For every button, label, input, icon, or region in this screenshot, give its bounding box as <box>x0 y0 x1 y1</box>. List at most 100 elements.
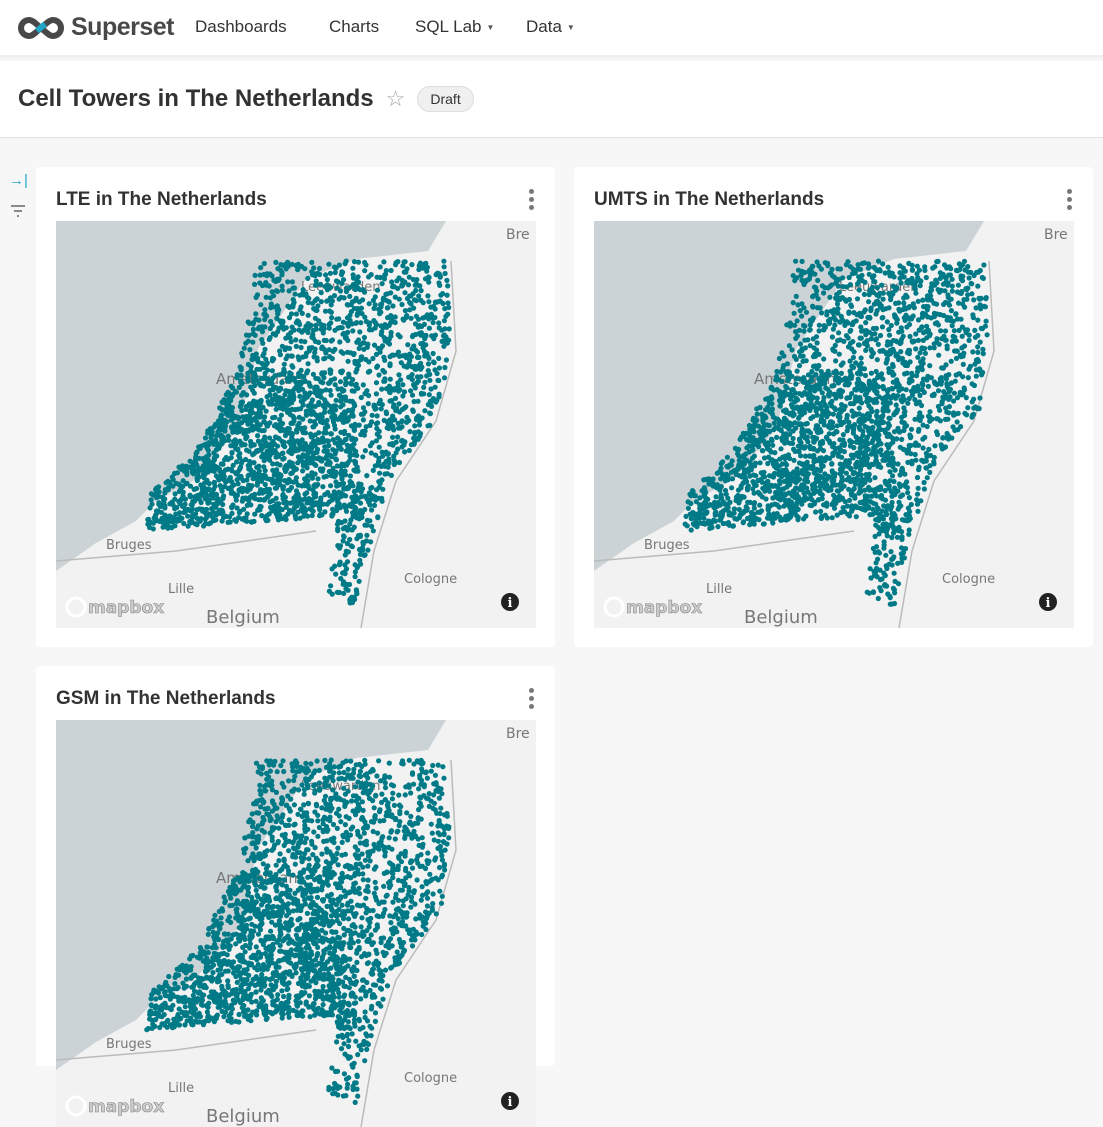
tower-point <box>192 497 198 503</box>
tower-point <box>305 444 311 450</box>
tower-point <box>338 386 344 392</box>
more-options-icon[interactable] <box>527 189 535 210</box>
tower-point <box>416 330 422 336</box>
tower-point <box>251 390 257 396</box>
tower-point <box>773 416 779 422</box>
tower-point <box>899 414 905 420</box>
tower-point <box>314 355 320 361</box>
info-icon[interactable]: i <box>501 593 519 611</box>
tower-point <box>896 429 902 435</box>
tower-point <box>841 449 847 455</box>
tower-point <box>198 443 204 449</box>
tower-point <box>409 262 415 268</box>
tower-point <box>305 299 311 306</box>
tower-point <box>338 370 345 376</box>
tower-point <box>412 429 418 436</box>
tower-point <box>847 394 853 401</box>
tower-point <box>418 374 424 380</box>
tower-point <box>328 431 334 437</box>
tower-point <box>204 445 210 451</box>
tower-point <box>751 521 757 527</box>
tower-point <box>839 454 845 460</box>
tower-point <box>441 264 447 270</box>
tower-point <box>935 388 942 394</box>
tower-point <box>359 514 365 520</box>
tower-point <box>172 491 178 497</box>
tower-point <box>333 457 339 463</box>
map-canvas[interactable]: BreLeeuwardenAmsterdamBrugesCologneBelgi… <box>56 221 536 628</box>
tower-point <box>921 479 927 486</box>
tower-point <box>270 415 276 421</box>
tower-point <box>946 410 952 416</box>
tower-point <box>411 305 417 311</box>
tower-point <box>340 538 346 544</box>
tower-point <box>741 454 747 460</box>
tower-point <box>794 466 800 472</box>
tower-point <box>221 419 227 425</box>
tower-point <box>401 389 408 395</box>
tower-point <box>901 300 907 306</box>
tower-point <box>432 314 438 321</box>
tower-point <box>178 466 184 472</box>
tower-point <box>786 426 792 432</box>
tower-point <box>697 505 703 511</box>
tower-point <box>370 355 376 362</box>
tower-point <box>818 459 824 465</box>
tower-point <box>845 424 851 430</box>
tower-point <box>880 413 886 419</box>
tower-point <box>283 345 290 351</box>
nav-charts[interactable]: Charts <box>329 17 379 37</box>
superset-logo[interactable]: Superset <box>17 13 174 42</box>
map-canvas[interactable]: BreLeeuwardenAmsterdamBrugesCologneBelgi… <box>594 221 1074 628</box>
tower-point <box>320 380 326 386</box>
tower-point <box>319 344 325 350</box>
tower-point <box>220 434 226 440</box>
tower-point <box>303 454 309 460</box>
tower-point <box>835 451 841 457</box>
tower-point <box>779 378 785 384</box>
tower-point <box>779 474 785 480</box>
filter-icon[interactable] <box>10 204 26 222</box>
tower-point <box>340 419 346 425</box>
tower-point <box>918 278 924 284</box>
tower-point <box>288 311 295 317</box>
tower-point <box>749 455 755 461</box>
tower-point <box>888 395 894 401</box>
nav-dashboards[interactable]: Dashboards <box>195 17 287 37</box>
map-lte[interactable]: BreLeeuwardenAmsterdamBrugesCologneBelgi… <box>56 221 536 628</box>
map-umts[interactable]: BreLeeuwardenAmsterdamBrugesCologneBelgi… <box>594 221 1074 628</box>
tower-point <box>322 419 328 425</box>
nav-data[interactable]: Data ▼ <box>526 17 575 37</box>
nav-sql-lab[interactable]: SQL Lab ▼ <box>415 17 494 37</box>
tower-point <box>801 305 807 311</box>
tower-point <box>879 576 885 582</box>
tower-point <box>374 413 380 419</box>
tower-point <box>882 488 888 494</box>
more-options-icon[interactable] <box>1065 189 1073 210</box>
tower-point <box>195 469 201 475</box>
tower-point <box>934 301 940 307</box>
tower-point <box>286 334 292 340</box>
tower-point <box>772 494 778 500</box>
tower-point <box>321 322 327 329</box>
tower-point <box>258 397 264 404</box>
expand-filters-icon[interactable]: →| <box>9 172 28 189</box>
tower-point <box>336 316 342 322</box>
tower-point <box>391 457 397 463</box>
mapbox-attribution[interactable]: mapbox <box>65 596 165 618</box>
tower-point <box>965 375 971 381</box>
status-badge[interactable]: Draft <box>417 86 474 112</box>
tower-point <box>850 364 857 371</box>
tower-point <box>906 380 912 386</box>
tower-point <box>907 432 913 438</box>
tower-point <box>846 419 852 425</box>
tower-point <box>268 318 274 325</box>
tower-point <box>288 450 294 456</box>
tower-point <box>256 408 263 414</box>
tower-point <box>361 334 367 341</box>
tower-point <box>863 347 869 353</box>
tower-point <box>894 534 900 540</box>
tower-point <box>436 377 442 384</box>
star-outline-icon[interactable]: ☆ <box>385 86 406 111</box>
tower-point <box>412 282 418 288</box>
